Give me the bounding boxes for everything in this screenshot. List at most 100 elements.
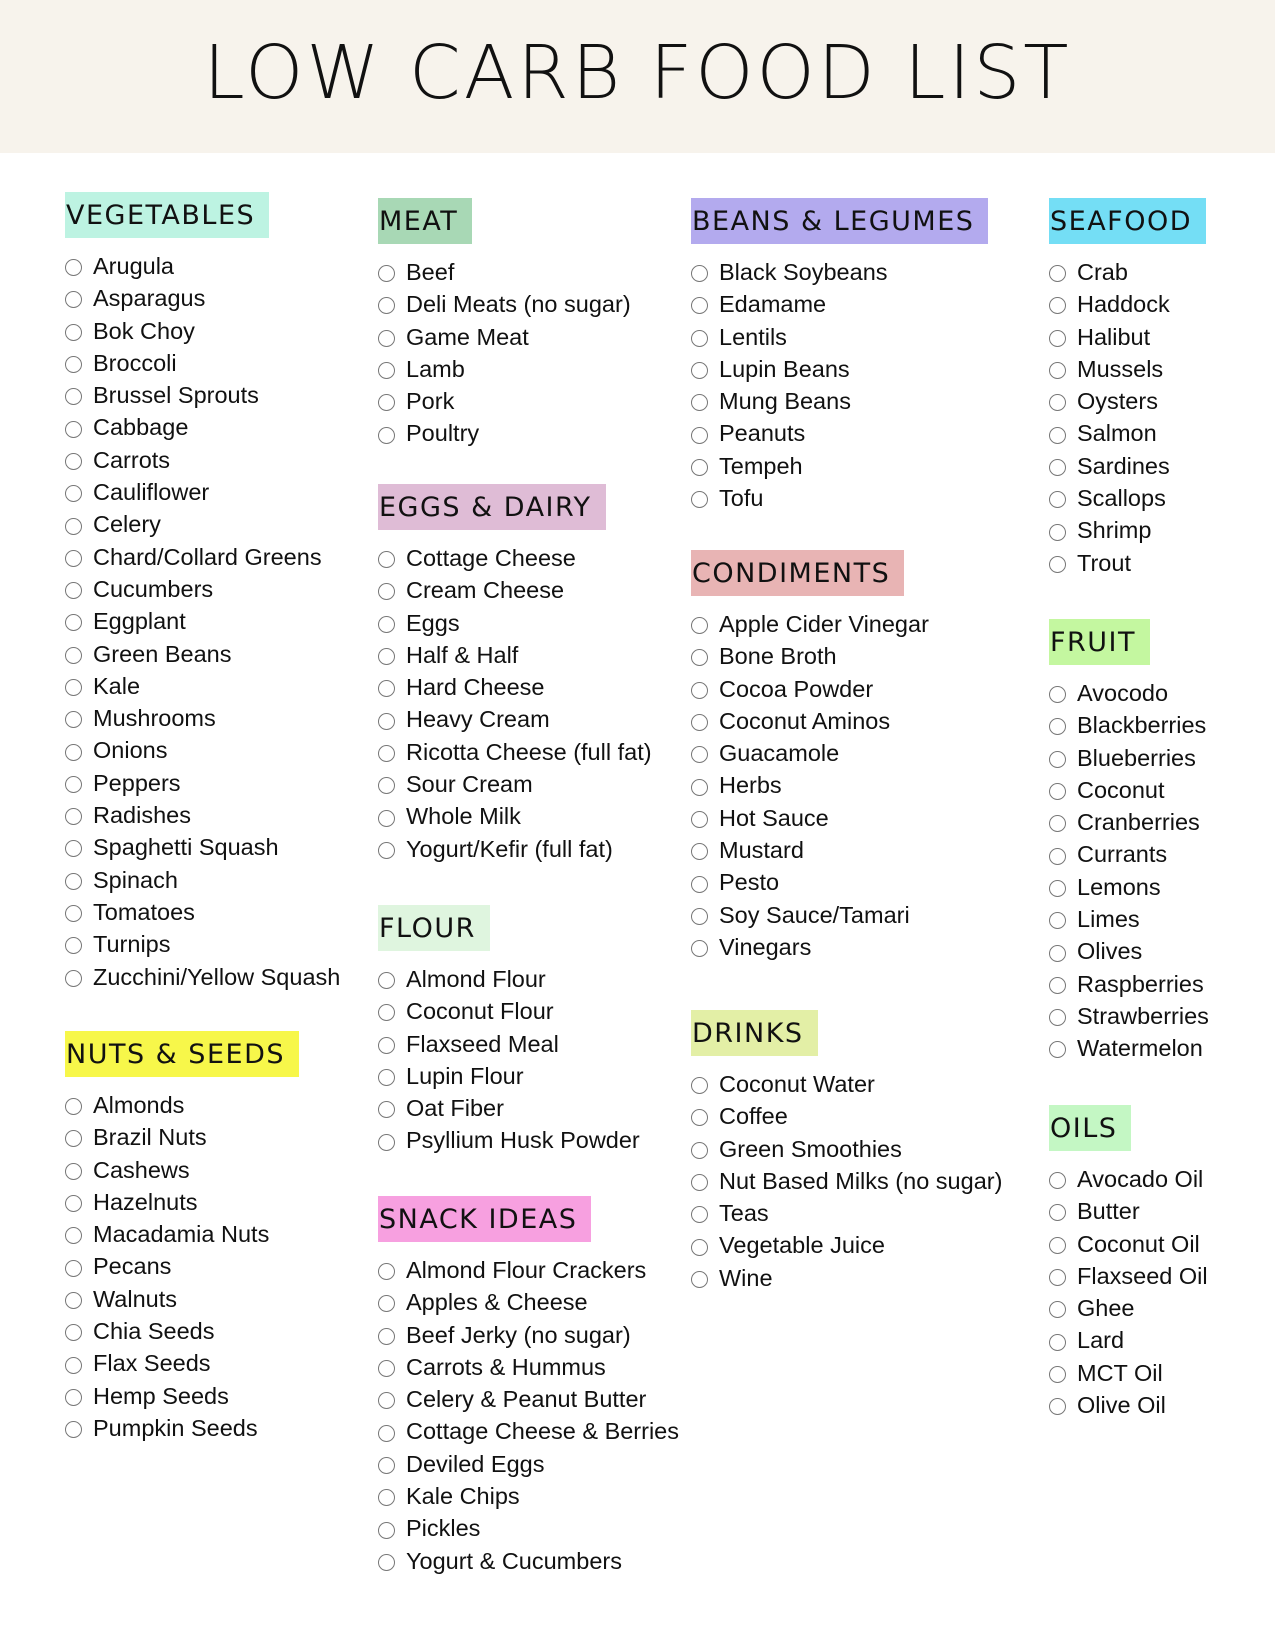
checkbox-circle-icon[interactable] bbox=[65, 259, 82, 277]
checkbox-circle-icon[interactable] bbox=[378, 1101, 395, 1119]
checkbox-circle-icon[interactable] bbox=[65, 452, 82, 470]
checkbox-circle-icon[interactable] bbox=[65, 420, 82, 438]
checkbox-circle-icon[interactable] bbox=[1049, 1269, 1066, 1287]
checkbox-circle-icon[interactable] bbox=[691, 1077, 708, 1095]
checkbox-circle-icon[interactable] bbox=[691, 1270, 708, 1288]
checkbox-circle-icon[interactable] bbox=[1049, 1041, 1066, 1059]
checkbox-circle-icon[interactable] bbox=[378, 394, 395, 412]
checkbox-circle-icon[interactable] bbox=[691, 778, 708, 796]
checkbox-circle-icon[interactable] bbox=[1049, 718, 1066, 736]
checkbox-circle-icon[interactable] bbox=[691, 458, 708, 476]
checkbox-circle-icon[interactable] bbox=[691, 875, 708, 893]
checkbox-circle-icon[interactable] bbox=[378, 744, 395, 762]
checkbox-circle-icon[interactable] bbox=[378, 1392, 395, 1410]
checkbox-circle-icon[interactable] bbox=[1049, 394, 1066, 412]
checkbox-circle-icon[interactable] bbox=[691, 491, 708, 509]
checkbox-circle-icon[interactable] bbox=[1049, 879, 1066, 897]
checkbox-circle-icon[interactable] bbox=[378, 1360, 395, 1378]
checkbox-circle-icon[interactable] bbox=[691, 649, 708, 667]
checkbox-circle-icon[interactable] bbox=[65, 840, 82, 858]
checkbox-circle-icon[interactable] bbox=[378, 1069, 395, 1087]
checkbox-circle-icon[interactable] bbox=[1049, 1172, 1066, 1190]
checkbox-circle-icon[interactable] bbox=[691, 1238, 708, 1256]
checkbox-circle-icon[interactable] bbox=[378, 362, 395, 380]
checkbox-circle-icon[interactable] bbox=[691, 1141, 708, 1159]
checkbox-circle-icon[interactable] bbox=[65, 1291, 82, 1309]
checkbox-circle-icon[interactable] bbox=[691, 1109, 708, 1127]
checkbox-circle-icon[interactable] bbox=[691, 681, 708, 699]
checkbox-circle-icon[interactable] bbox=[691, 297, 708, 315]
checkbox-circle-icon[interactable] bbox=[378, 265, 395, 283]
checkbox-circle-icon[interactable] bbox=[691, 394, 708, 412]
checkbox-circle-icon[interactable] bbox=[691, 1174, 708, 1192]
checkbox-circle-icon[interactable] bbox=[378, 551, 395, 569]
checkbox-circle-icon[interactable] bbox=[378, 615, 395, 633]
checkbox-circle-icon[interactable] bbox=[65, 646, 82, 664]
checkbox-circle-icon[interactable] bbox=[65, 356, 82, 374]
checkbox-circle-icon[interactable] bbox=[378, 1327, 395, 1345]
checkbox-circle-icon[interactable] bbox=[65, 323, 82, 341]
checkbox-circle-icon[interactable] bbox=[65, 808, 82, 826]
checkbox-circle-icon[interactable] bbox=[1049, 1365, 1066, 1383]
checkbox-circle-icon[interactable] bbox=[65, 905, 82, 923]
checkbox-circle-icon[interactable] bbox=[1049, 686, 1066, 704]
checkbox-circle-icon[interactable] bbox=[691, 843, 708, 861]
checkbox-circle-icon[interactable] bbox=[378, 1004, 395, 1022]
checkbox-circle-icon[interactable] bbox=[65, 937, 82, 955]
checkbox-circle-icon[interactable] bbox=[65, 291, 82, 309]
checkbox-circle-icon[interactable] bbox=[378, 712, 395, 730]
checkbox-circle-icon[interactable] bbox=[65, 1259, 82, 1277]
checkbox-circle-icon[interactable] bbox=[691, 265, 708, 283]
checkbox-circle-icon[interactable] bbox=[65, 1388, 82, 1406]
checkbox-circle-icon[interactable] bbox=[65, 743, 82, 761]
checkbox-circle-icon[interactable] bbox=[1049, 847, 1066, 865]
checkbox-circle-icon[interactable] bbox=[1049, 362, 1066, 380]
checkbox-circle-icon[interactable] bbox=[1049, 944, 1066, 962]
checkbox-circle-icon[interactable] bbox=[378, 777, 395, 795]
checkbox-circle-icon[interactable] bbox=[378, 972, 395, 990]
checkbox-circle-icon[interactable] bbox=[1049, 1398, 1066, 1416]
checkbox-circle-icon[interactable] bbox=[65, 485, 82, 503]
checkbox-circle-icon[interactable] bbox=[65, 549, 82, 567]
checkbox-circle-icon[interactable] bbox=[1049, 1236, 1066, 1254]
checkbox-circle-icon[interactable] bbox=[1049, 329, 1066, 347]
checkbox-circle-icon[interactable] bbox=[378, 1489, 395, 1507]
checkbox-circle-icon[interactable] bbox=[378, 1456, 395, 1474]
checkbox-circle-icon[interactable] bbox=[378, 1424, 395, 1442]
checkbox-circle-icon[interactable] bbox=[1049, 426, 1066, 444]
checkbox-circle-icon[interactable] bbox=[65, 711, 82, 729]
checkbox-circle-icon[interactable] bbox=[691, 907, 708, 925]
checkbox-circle-icon[interactable] bbox=[1049, 750, 1066, 768]
checkbox-circle-icon[interactable] bbox=[65, 679, 82, 696]
checkbox-circle-icon[interactable] bbox=[378, 329, 395, 347]
checkbox-circle-icon[interactable] bbox=[65, 1356, 82, 1374]
checkbox-circle-icon[interactable] bbox=[691, 426, 708, 444]
checkbox-circle-icon[interactable] bbox=[691, 746, 708, 764]
checkbox-circle-icon[interactable] bbox=[1049, 297, 1066, 315]
checkbox-circle-icon[interactable] bbox=[691, 714, 708, 732]
checkbox-circle-icon[interactable] bbox=[65, 582, 82, 600]
checkbox-circle-icon[interactable] bbox=[378, 1553, 395, 1571]
checkbox-circle-icon[interactable] bbox=[378, 1295, 395, 1313]
checkbox-circle-icon[interactable] bbox=[65, 775, 82, 793]
checkbox-circle-icon[interactable] bbox=[691, 810, 708, 828]
checkbox-circle-icon[interactable] bbox=[1049, 912, 1066, 930]
checkbox-circle-icon[interactable] bbox=[1049, 783, 1066, 801]
checkbox-circle-icon[interactable] bbox=[378, 841, 395, 859]
checkbox-circle-icon[interactable] bbox=[691, 940, 708, 958]
checkbox-circle-icon[interactable] bbox=[1049, 1204, 1066, 1222]
checkbox-circle-icon[interactable] bbox=[65, 1130, 82, 1148]
checkbox-circle-icon[interactable] bbox=[378, 1263, 395, 1281]
checkbox-circle-icon[interactable] bbox=[65, 614, 82, 632]
checkbox-circle-icon[interactable] bbox=[65, 1421, 82, 1439]
checkbox-circle-icon[interactable] bbox=[691, 362, 708, 380]
checkbox-circle-icon[interactable] bbox=[65, 1098, 82, 1116]
checkbox-circle-icon[interactable] bbox=[65, 1162, 82, 1180]
checkbox-circle-icon[interactable] bbox=[378, 680, 395, 698]
checkbox-circle-icon[interactable] bbox=[1049, 491, 1066, 509]
checkbox-circle-icon[interactable] bbox=[378, 1036, 395, 1054]
checkbox-circle-icon[interactable] bbox=[691, 329, 708, 347]
checkbox-circle-icon[interactable] bbox=[691, 617, 708, 635]
checkbox-circle-icon[interactable] bbox=[65, 1324, 82, 1342]
checkbox-circle-icon[interactable] bbox=[378, 297, 395, 315]
